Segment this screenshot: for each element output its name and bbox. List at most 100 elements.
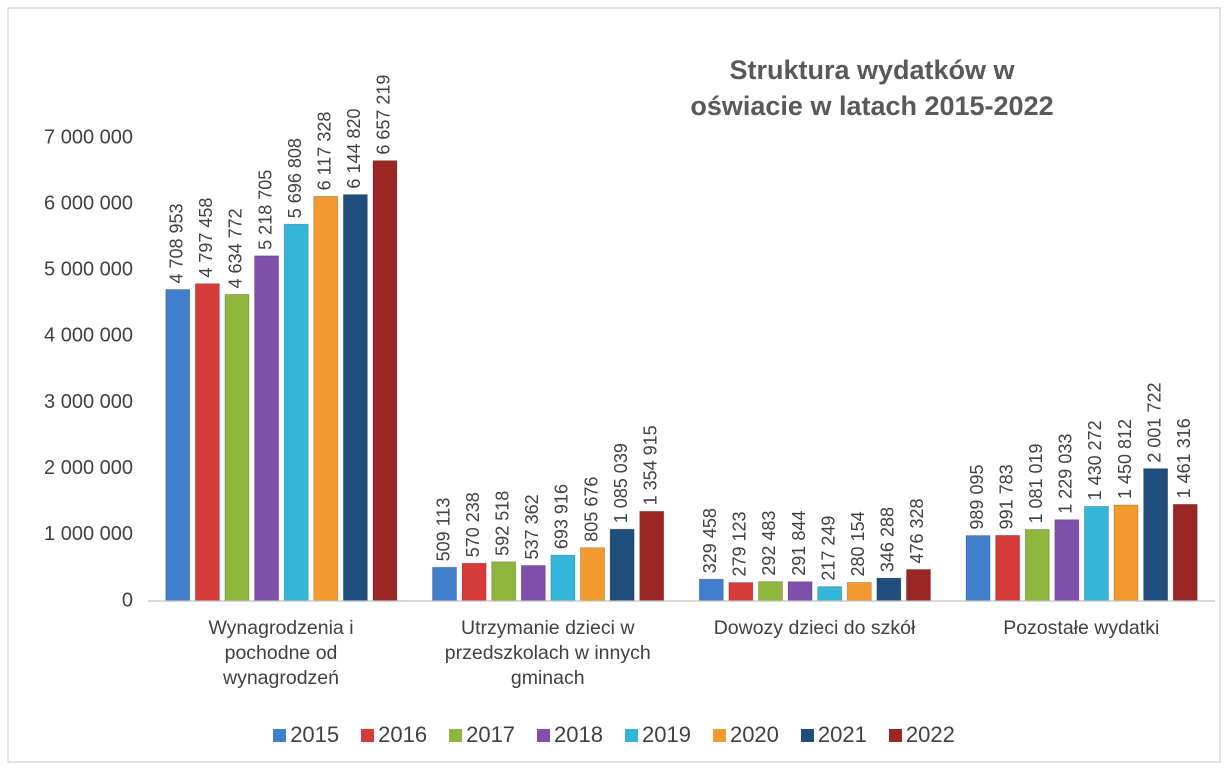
bar (728, 582, 754, 602)
value-label: 570 238 (463, 492, 483, 557)
value-label: 292 483 (759, 511, 779, 576)
legend-item: 2018 (537, 722, 603, 748)
legend-swatch (537, 728, 551, 742)
y-tick-label: 7 000 000 (44, 126, 133, 148)
legend-swatch (625, 728, 638, 742)
bar (846, 582, 872, 602)
value-label: 4 708 953 (167, 203, 187, 283)
bar (817, 586, 843, 602)
legend-item: 2020 (712, 722, 779, 748)
bar (342, 194, 368, 602)
value-label: 805 676 (581, 477, 601, 542)
value-label: 592 518 (492, 491, 512, 556)
bar (995, 535, 1021, 602)
bar (194, 283, 220, 602)
bar (372, 160, 398, 602)
bar (1143, 468, 1169, 602)
bar (787, 581, 813, 602)
value-label: 1 085 039 (611, 443, 631, 523)
value-label: 1 229 033 (1056, 434, 1076, 514)
legend-label: 2016 (378, 722, 428, 747)
legend-swatch (449, 728, 463, 742)
value-label: 1 354 915 (640, 425, 660, 505)
legend-label: 2022 (905, 722, 955, 747)
y-tick-label: 5 000 000 (44, 259, 133, 281)
value-label: 5 218 705 (255, 170, 275, 250)
legend-label: 2018 (554, 722, 603, 747)
legend-item: 2022 (888, 722, 955, 748)
value-label: 6 144 820 (344, 108, 364, 188)
value-label: 217 249 (818, 516, 838, 581)
x-tick-label: Utrzymanie dzieci w przedszkolach w inny… (444, 617, 651, 689)
value-label: 991 783 (996, 464, 1016, 529)
bar (609, 528, 635, 602)
bar (165, 289, 191, 602)
value-label: 989 095 (967, 465, 987, 530)
bar (254, 255, 279, 602)
bar (1054, 519, 1080, 602)
y-tick-label: 3 000 000 (44, 391, 133, 413)
value-label: 5 696 808 (285, 138, 305, 218)
value-label: 1 081 019 (1026, 443, 1046, 523)
y-tick-label: 1 000 000 (44, 523, 133, 545)
legend-label: 2019 (642, 722, 691, 747)
x-tick-label: Pozostałe wydatki (1003, 617, 1160, 639)
value-label: 329 458 (700, 508, 720, 573)
value-label: 1 461 316 (1174, 418, 1194, 498)
bar (906, 569, 931, 602)
legend-item: 2015 (273, 722, 339, 748)
bar (1084, 505, 1109, 602)
legend-item: 2016 (361, 722, 427, 748)
value-label: 346 288 (878, 507, 898, 572)
x-tick-label: Wynagrodzenia i pochodne od wynagrodzeń (208, 617, 354, 689)
value-label: 2 001 722 (1144, 383, 1164, 463)
value-label: 279 123 (730, 511, 750, 576)
legend-swatch (800, 728, 814, 742)
y-tick-label: 4 000 000 (44, 325, 133, 347)
bar (550, 554, 576, 602)
bar (580, 547, 605, 602)
legend-label: 2017 (466, 722, 516, 747)
legend-swatch (712, 728, 726, 742)
bar (461, 562, 487, 602)
value-label: 1 450 812 (1115, 419, 1135, 499)
bar (639, 510, 665, 602)
value-label: 280 154 (848, 511, 868, 576)
bar (224, 294, 250, 602)
bar (965, 535, 991, 602)
bar (283, 223, 309, 602)
bar (698, 578, 724, 602)
value-label: 476 328 (907, 498, 927, 563)
legend-label: 2021 (817, 722, 867, 747)
bar (313, 195, 339, 602)
legend-label: 2015 (290, 722, 340, 747)
legend-swatch (273, 728, 287, 742)
bar (432, 566, 457, 602)
value-label: 693 916 (552, 484, 572, 549)
value-label: 291 844 (789, 511, 809, 576)
value-label: 537 362 (522, 494, 542, 559)
y-tick-label: 0 (122, 589, 133, 611)
bar (1172, 503, 1198, 602)
bar (1113, 504, 1139, 602)
legend: 2015 2016 2017 2018 2019 2020 2021 2022 (0, 722, 1228, 748)
legend-item: 2021 (800, 722, 867, 748)
chart-title: Struktura wydatków w oświacie w latach 2… (690, 55, 1054, 121)
bar (758, 581, 783, 602)
y-tick-label: 2 000 000 (44, 457, 133, 479)
legend-item: 2019 (625, 722, 691, 748)
bar (876, 577, 902, 602)
legend-swatch (888, 728, 902, 742)
bar (520, 565, 546, 602)
bar (1024, 529, 1050, 602)
y-tick-label: 6 000 000 (44, 192, 133, 214)
value-label: 6 657 219 (374, 75, 394, 155)
bar (491, 561, 517, 602)
legend-item: 2017 (449, 722, 515, 748)
x-tick-label: Dowozy dzieci do szkół (713, 617, 916, 639)
value-label: 1 430 272 (1085, 420, 1105, 500)
value-label: 4 797 458 (196, 198, 216, 278)
legend-label: 2020 (729, 722, 779, 747)
